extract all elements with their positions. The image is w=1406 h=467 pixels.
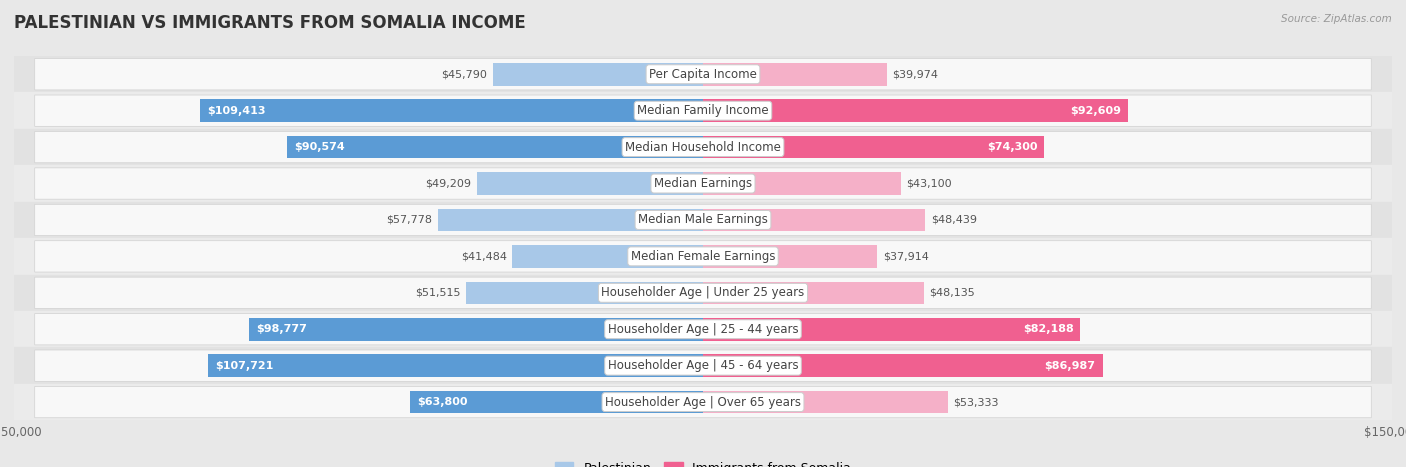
Text: Householder Age | Over 65 years: Householder Age | Over 65 years	[605, 396, 801, 409]
Text: Median Earnings: Median Earnings	[654, 177, 752, 190]
Text: $57,778: $57,778	[387, 215, 432, 225]
Bar	[703, 282, 924, 304]
Bar	[703, 391, 948, 413]
Bar	[703, 209, 925, 231]
FancyBboxPatch shape	[35, 350, 1371, 382]
Text: $109,413: $109,413	[207, 106, 266, 116]
FancyBboxPatch shape	[35, 241, 1371, 272]
FancyBboxPatch shape	[35, 168, 1371, 199]
Bar	[208, 354, 703, 377]
Text: $49,209: $49,209	[426, 178, 471, 189]
Text: Median Male Earnings: Median Male Earnings	[638, 213, 768, 226]
FancyBboxPatch shape	[35, 58, 1371, 90]
Bar	[14, 347, 1392, 384]
Text: Householder Age | 25 - 44 years: Householder Age | 25 - 44 years	[607, 323, 799, 336]
Bar	[512, 245, 703, 268]
Bar	[477, 172, 703, 195]
Bar	[703, 136, 1045, 158]
Text: $51,515: $51,515	[415, 288, 461, 298]
Bar	[201, 99, 703, 122]
Bar	[437, 209, 703, 231]
Bar	[14, 129, 1392, 165]
Bar	[703, 99, 1129, 122]
Text: $107,721: $107,721	[215, 361, 274, 371]
Text: Median Female Earnings: Median Female Earnings	[631, 250, 775, 263]
Bar	[14, 202, 1392, 238]
Bar	[287, 136, 703, 158]
Text: $43,100: $43,100	[907, 178, 952, 189]
FancyBboxPatch shape	[35, 95, 1371, 127]
Bar	[14, 165, 1392, 202]
Text: Median Household Income: Median Household Income	[626, 141, 780, 154]
Text: $48,135: $48,135	[929, 288, 976, 298]
Text: $90,574: $90,574	[294, 142, 344, 152]
Bar	[14, 92, 1392, 129]
Bar	[703, 245, 877, 268]
Text: $37,914: $37,914	[883, 251, 928, 262]
Bar	[703, 63, 887, 85]
Bar	[14, 238, 1392, 275]
Bar	[411, 391, 703, 413]
Text: Householder Age | Under 25 years: Householder Age | Under 25 years	[602, 286, 804, 299]
Text: $63,800: $63,800	[416, 397, 467, 407]
Bar	[14, 56, 1392, 92]
FancyBboxPatch shape	[35, 131, 1371, 163]
FancyBboxPatch shape	[35, 386, 1371, 418]
Text: Householder Age | 45 - 64 years: Householder Age | 45 - 64 years	[607, 359, 799, 372]
Text: $98,777: $98,777	[256, 324, 307, 334]
Bar	[492, 63, 703, 85]
Bar	[249, 318, 703, 340]
FancyBboxPatch shape	[35, 204, 1371, 236]
Text: Source: ZipAtlas.com: Source: ZipAtlas.com	[1281, 14, 1392, 24]
Text: $82,188: $82,188	[1022, 324, 1074, 334]
Text: $74,300: $74,300	[987, 142, 1038, 152]
Bar	[467, 282, 703, 304]
Bar	[703, 318, 1080, 340]
Text: Per Capita Income: Per Capita Income	[650, 68, 756, 81]
Bar	[14, 311, 1392, 347]
Text: $53,333: $53,333	[953, 397, 1000, 407]
Text: $39,974: $39,974	[893, 69, 938, 79]
Text: PALESTINIAN VS IMMIGRANTS FROM SOMALIA INCOME: PALESTINIAN VS IMMIGRANTS FROM SOMALIA I…	[14, 14, 526, 32]
Text: $48,439: $48,439	[931, 215, 977, 225]
Text: $86,987: $86,987	[1045, 361, 1095, 371]
FancyBboxPatch shape	[35, 277, 1371, 309]
Bar	[703, 354, 1102, 377]
Bar	[703, 172, 901, 195]
Text: $45,790: $45,790	[441, 69, 486, 79]
Bar	[14, 384, 1392, 420]
FancyBboxPatch shape	[35, 313, 1371, 345]
Text: $41,484: $41,484	[461, 251, 508, 262]
Text: $92,609: $92,609	[1070, 106, 1122, 116]
Bar	[14, 275, 1392, 311]
Text: Median Family Income: Median Family Income	[637, 104, 769, 117]
Legend: Palestinian, Immigrants from Somalia: Palestinian, Immigrants from Somalia	[550, 457, 856, 467]
